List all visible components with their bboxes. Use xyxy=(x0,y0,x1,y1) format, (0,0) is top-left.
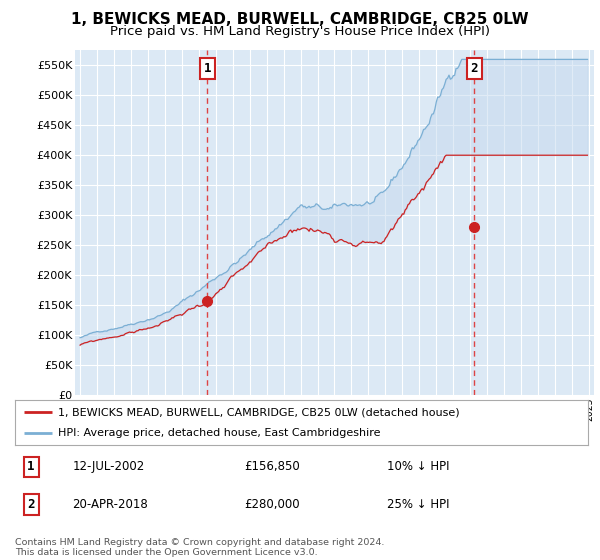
Text: £280,000: £280,000 xyxy=(244,498,300,511)
Text: 25% ↓ HPI: 25% ↓ HPI xyxy=(388,498,450,511)
Text: Price paid vs. HM Land Registry's House Price Index (HPI): Price paid vs. HM Land Registry's House … xyxy=(110,25,490,38)
Text: 12-JUL-2002: 12-JUL-2002 xyxy=(73,460,145,473)
Text: 1: 1 xyxy=(27,460,35,473)
Text: 1, BEWICKS MEAD, BURWELL, CAMBRIDGE, CB25 0LW: 1, BEWICKS MEAD, BURWELL, CAMBRIDGE, CB2… xyxy=(71,12,529,27)
Text: HPI: Average price, detached house, East Cambridgeshire: HPI: Average price, detached house, East… xyxy=(58,428,380,438)
Text: Contains HM Land Registry data © Crown copyright and database right 2024.
This d: Contains HM Land Registry data © Crown c… xyxy=(15,538,385,557)
Text: 1: 1 xyxy=(203,62,211,75)
Text: 20-APR-2018: 20-APR-2018 xyxy=(73,498,148,511)
Text: 1, BEWICKS MEAD, BURWELL, CAMBRIDGE, CB25 0LW (detached house): 1, BEWICKS MEAD, BURWELL, CAMBRIDGE, CB2… xyxy=(58,408,460,418)
Text: 2: 2 xyxy=(470,62,478,75)
Text: 10% ↓ HPI: 10% ↓ HPI xyxy=(388,460,450,473)
Text: 2: 2 xyxy=(27,498,35,511)
Text: £156,850: £156,850 xyxy=(244,460,300,473)
